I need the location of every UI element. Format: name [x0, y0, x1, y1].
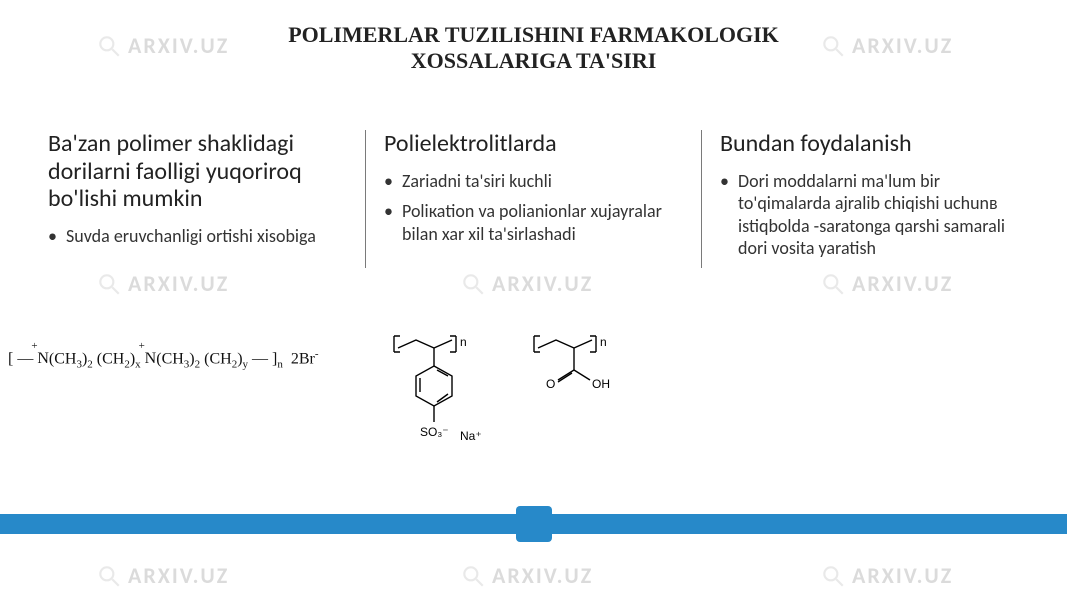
- watermark-text: ARXIV.UZ: [852, 562, 953, 589]
- watermark: ARXIV.UZ: [96, 270, 229, 297]
- magnifier-icon: [96, 271, 122, 297]
- magnifier-icon: [96, 563, 122, 589]
- column-3-heading: Bundan foydalanish: [720, 130, 1019, 158]
- list-item: Dori moddalarni ma'lum bir to'qimalarda …: [720, 170, 1019, 260]
- column-1-heading: Ba'zan polimer shaklidagi dorilarni faol…: [48, 130, 347, 213]
- slide-title: POLIMERLAR TUZILISHINI FARMAKOLOGIK XOSS…: [0, 22, 1067, 75]
- title-line-2: XOSSALARIGA TA'SIRI: [411, 48, 657, 73]
- column-1-list: Suvda eruvchanligi ortishi xisobiga: [48, 225, 347, 248]
- column-3: Bundan foydalanish Dori moddalarni ma'lu…: [701, 130, 1037, 268]
- watermark: ARXIV.UZ: [820, 270, 953, 297]
- watermark: ARXIV.UZ: [96, 562, 229, 589]
- column-2-list: Zariadni ta'siri kuchli Poliкаtion va po…: [384, 170, 683, 246]
- content-columns: Ba'zan polimer shaklidagi dorilarni faol…: [30, 130, 1037, 268]
- list-item: Poliкаtion va polianionlar xujayralar bi…: [384, 200, 683, 245]
- na-label: Na⁺: [460, 429, 482, 443]
- list-item: Zariadni ta'siri kuchli: [384, 170, 683, 193]
- watermark: ARXIV.UZ: [460, 270, 593, 297]
- watermark: ARXIV.UZ: [820, 562, 953, 589]
- magnifier-icon: [460, 563, 486, 589]
- column-1: Ba'zan polimer shaklidagi dorilarni faol…: [30, 130, 365, 268]
- list-item: Suvda eruvchanligi ortishi xisobiga: [48, 225, 347, 248]
- title-line-1: POLIMERLAR TUZILISHINI FARMAKOLOGIK: [288, 22, 779, 47]
- column-2: Polielektrolitlarda Zariadni ta'siri kuc…: [365, 130, 701, 268]
- watermark-text: ARXIV.UZ: [128, 562, 229, 589]
- magnifier-icon: [460, 271, 486, 297]
- watermark-text: ARXIV.UZ: [128, 270, 229, 297]
- chemical-structures: n SO₃⁻ Na⁺ n O: [380, 330, 640, 505]
- watermark-text: ARXIV.UZ: [852, 270, 953, 297]
- watermark-text: ARXIV.UZ: [492, 562, 593, 589]
- chemical-formula-left: [ — N+(CH3)2 (CH2)x N+(CH3)2 (CH2)y — ]n…: [8, 348, 319, 371]
- repeat-n-right: n: [600, 335, 607, 349]
- so3-label: SO₃⁻: [420, 425, 449, 439]
- bottom-accent-bar: [0, 514, 1067, 534]
- magnifier-icon: [820, 271, 846, 297]
- watermark: ARXIV.UZ: [460, 562, 593, 589]
- carbonyl-o: O: [546, 377, 555, 391]
- column-3-list: Dori moddalarni ma'lum bir to'qimalarda …: [720, 170, 1019, 260]
- magnifier-icon: [820, 563, 846, 589]
- watermark-text: ARXIV.UZ: [492, 270, 593, 297]
- column-2-heading: Polielektrolitlarda: [384, 130, 683, 158]
- repeat-n-left: n: [460, 335, 467, 349]
- hydroxyl-oh: OH: [592, 377, 610, 391]
